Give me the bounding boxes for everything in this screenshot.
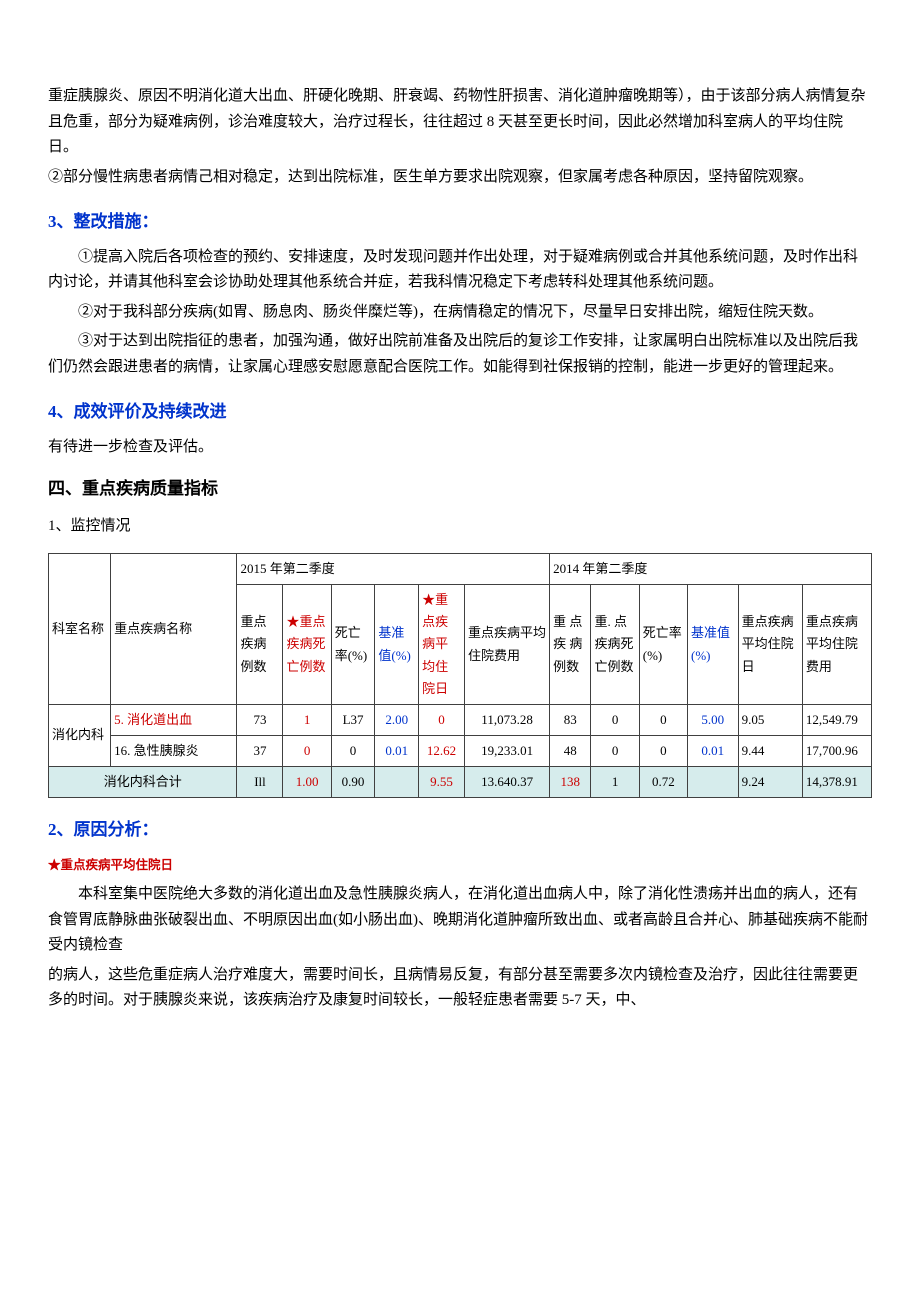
th-mortality: 死亡率(%)	[331, 585, 375, 704]
intro-p2: ②部分慢性病患者病情己相对稳定，达到出院标准，医生单方要求出院观察，但家属考虑各…	[48, 165, 872, 191]
th-group-2014: 2014 年第二季度	[550, 554, 872, 585]
table-cell: 1	[283, 704, 331, 735]
th-avgdays2: 重点疾病平均住院日	[738, 585, 802, 704]
table-cell: 1	[591, 766, 639, 797]
table-cell: 13.640.37	[465, 766, 550, 797]
cell-disease: 16. 急性胰腺炎	[111, 735, 237, 766]
star-subheading: ★重点疾病平均住院日	[48, 855, 872, 876]
table-cell: 48	[550, 735, 591, 766]
effect-text: 有待进一步检查及评估。	[48, 435, 872, 461]
table-cell: 0	[419, 704, 465, 735]
table-cell: 73	[237, 704, 283, 735]
table-cell: 0	[331, 735, 375, 766]
table-cell: 9.55	[419, 766, 465, 797]
intro-p1: 重症胰腺炎、原因不明消化道大出血、肝硬化晚期、肝衰竭、药物性肝损害、消化道肿瘤晚…	[48, 84, 872, 161]
table-cell: 138	[550, 766, 591, 797]
th-baseline: 基准值(%)	[375, 585, 419, 704]
heading-measures: 3、整改措施：	[48, 208, 872, 237]
table-cell: L37	[331, 704, 375, 735]
table-cell: 0	[591, 704, 639, 735]
table-cell: 11,073.28	[465, 704, 550, 735]
table-cell: 83	[550, 704, 591, 735]
th-mortality2: 死亡率(%)	[639, 585, 687, 704]
th-group-2015: 2015 年第二季度	[237, 554, 550, 585]
table-cell: 9.44	[738, 735, 802, 766]
measure-1: ①提高入院后各项检查的预约、安排速度，及时发现问题并作出处理，对于疑难病例或合并…	[48, 245, 872, 296]
th-cases2: 重 点疾 病例数	[550, 585, 591, 704]
table-cell: 1.00	[283, 766, 331, 797]
th-baseline2: 基准值(%)	[688, 585, 739, 704]
th-deaths-star: ★重点疾病死亡例数	[283, 585, 331, 704]
cell-total-label: 消化内科合计	[49, 766, 237, 797]
table-cell: 12,549.79	[802, 704, 871, 735]
table-cell	[375, 766, 419, 797]
table-cell: 0.01	[375, 735, 419, 766]
th-avgcost: 重点疾病平均住院费用	[465, 585, 550, 704]
th-deaths2: 重. 点疾病死亡例数	[591, 585, 639, 704]
cell-disease: 5. 消化道出血	[111, 704, 237, 735]
table-cell: 0	[283, 735, 331, 766]
table-cell: 37	[237, 735, 283, 766]
table-cell: 17,700.96	[802, 735, 871, 766]
heading-cause: 2、原因分析：	[48, 816, 872, 845]
disease-indicator-table: 科室名称 重点疾病名称 2015 年第二季度 2014 年第二季度 重点疾病例数…	[48, 553, 872, 798]
th-dept: 科室名称	[49, 554, 111, 705]
table-cell	[688, 766, 739, 797]
cell-dept: 消化内科	[49, 704, 111, 766]
table-cell: 19,233.01	[465, 735, 550, 766]
heading-effect: 4、成效评价及持续改进	[48, 398, 872, 427]
heading-section4: 四、重点疾病质量指标	[48, 475, 872, 504]
table-cell: 0	[639, 735, 687, 766]
measure-3: ③对于达到出院指征的患者，加强沟通，做好出院前准备及出院后的复诊工作安排，让家属…	[48, 329, 872, 380]
table-cell: Ill	[237, 766, 283, 797]
table-cell: 2.00	[375, 704, 419, 735]
table-cell: 0	[591, 735, 639, 766]
th-avgcost2: 重点疾病平均住院费用	[802, 585, 871, 704]
table-cell: 9.24	[738, 766, 802, 797]
th-cases: 重点疾病例数	[237, 585, 283, 704]
th-disease: 重点疾病名称	[111, 554, 237, 705]
table-cell: 0.01	[688, 735, 739, 766]
subheading-monitor: 1、监控情况	[48, 514, 872, 540]
table-cell: 0.90	[331, 766, 375, 797]
cause-p2: 的病人，这些危重症病人治疗难度大，需要时间长，且病情易反复，有部分甚至需要多次内…	[48, 963, 872, 1014]
table-cell: 0.72	[639, 766, 687, 797]
table-group-row: 科室名称 重点疾病名称 2015 年第二季度 2014 年第二季度	[49, 554, 872, 585]
cause-p1: 本科室集中医院绝大多数的消化道出血及急性胰腺炎病人，在消化道出血病人中，除了消化…	[48, 882, 872, 959]
table-cell: 9.05	[738, 704, 802, 735]
measure-2: ②对于我科部分疾病(如胃、肠息肉、肠炎伴糜烂等)，在病情稳定的情况下，尽量早日安…	[48, 300, 872, 326]
table-cell: 5.00	[688, 704, 739, 735]
table-row: 16. 急性胰腺炎37000.0112.6219,233.0148000.019…	[49, 735, 872, 766]
table-total-row: 消化内科合计Ill1.000.90 9.5513.640.3713810.72 9.…	[49, 766, 872, 797]
table-cell: 14,378.91	[802, 766, 871, 797]
table-row: 消化内科5. 消化道出血731L372.00011,073.2883005.00…	[49, 704, 872, 735]
th-avgdays-star: ★重点疾病平均住院日	[419, 585, 465, 704]
table-cell: 0	[639, 704, 687, 735]
table-cell: 12.62	[419, 735, 465, 766]
